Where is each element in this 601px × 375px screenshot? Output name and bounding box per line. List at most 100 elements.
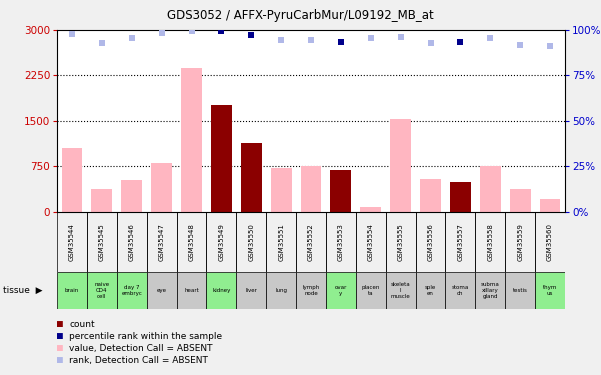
Text: ■: ■ bbox=[57, 332, 63, 341]
Text: GSM35546: GSM35546 bbox=[129, 223, 135, 261]
Text: value, Detection Call = ABSENT: value, Detection Call = ABSENT bbox=[69, 344, 213, 353]
Bar bbox=[207, 212, 236, 272]
Bar bbox=[445, 272, 475, 309]
Bar bbox=[266, 212, 296, 272]
Bar bbox=[386, 212, 415, 272]
Bar bbox=[147, 212, 177, 272]
Point bbox=[127, 36, 136, 42]
Text: GSM35545: GSM35545 bbox=[99, 223, 105, 261]
Point bbox=[67, 31, 77, 37]
Point bbox=[216, 28, 226, 34]
Text: lymph
node: lymph node bbox=[302, 285, 320, 296]
Point bbox=[486, 35, 495, 41]
Point bbox=[157, 30, 166, 36]
Point bbox=[545, 44, 555, 50]
Text: stoma
ch: stoma ch bbox=[452, 285, 469, 296]
Text: brain: brain bbox=[65, 288, 79, 293]
Bar bbox=[181, 68, 202, 212]
Point bbox=[336, 39, 346, 45]
Bar bbox=[415, 212, 445, 272]
Bar bbox=[177, 272, 207, 309]
Bar bbox=[211, 105, 232, 212]
Bar bbox=[326, 272, 356, 309]
Point bbox=[306, 37, 316, 43]
Bar bbox=[296, 272, 326, 309]
Bar bbox=[300, 166, 322, 212]
Bar bbox=[266, 272, 296, 309]
Bar bbox=[505, 212, 535, 272]
Point bbox=[426, 40, 435, 46]
Bar bbox=[420, 179, 441, 212]
Bar bbox=[361, 207, 381, 212]
Text: GSM35550: GSM35550 bbox=[248, 223, 254, 261]
Text: testis: testis bbox=[513, 288, 528, 293]
Text: eye: eye bbox=[157, 288, 166, 293]
Bar bbox=[475, 212, 505, 272]
Bar bbox=[177, 212, 207, 272]
Bar bbox=[61, 148, 82, 212]
Point bbox=[396, 34, 406, 40]
Text: GSM35559: GSM35559 bbox=[517, 223, 523, 261]
Text: placen
ta: placen ta bbox=[362, 285, 380, 296]
Text: GSM35555: GSM35555 bbox=[398, 223, 404, 261]
Bar bbox=[415, 272, 445, 309]
Text: GSM35551: GSM35551 bbox=[278, 223, 284, 261]
Text: ■: ■ bbox=[57, 356, 63, 365]
Text: GSM35554: GSM35554 bbox=[368, 223, 374, 261]
Bar bbox=[87, 212, 117, 272]
Point bbox=[366, 36, 376, 42]
Text: GSM35556: GSM35556 bbox=[427, 223, 433, 261]
Bar bbox=[296, 212, 326, 272]
Bar bbox=[510, 189, 531, 212]
Bar bbox=[121, 180, 142, 212]
Point bbox=[276, 37, 286, 43]
Text: rank, Detection Call = ABSENT: rank, Detection Call = ABSENT bbox=[69, 356, 208, 365]
Text: percentile rank within the sample: percentile rank within the sample bbox=[69, 332, 222, 341]
Bar bbox=[505, 272, 535, 309]
Bar bbox=[91, 189, 112, 212]
Point bbox=[515, 42, 525, 48]
Point bbox=[187, 28, 197, 34]
Bar bbox=[445, 212, 475, 272]
Bar bbox=[475, 272, 505, 309]
Text: sple
en: sple en bbox=[425, 285, 436, 296]
Bar bbox=[236, 212, 266, 272]
Bar bbox=[331, 170, 352, 212]
Text: GSM35558: GSM35558 bbox=[487, 223, 493, 261]
Bar bbox=[207, 272, 236, 309]
Bar bbox=[480, 166, 501, 212]
Point bbox=[456, 39, 465, 45]
Text: liver: liver bbox=[245, 288, 257, 293]
Bar bbox=[241, 143, 261, 212]
Text: GSM35553: GSM35553 bbox=[338, 223, 344, 261]
Bar bbox=[356, 212, 386, 272]
Text: ■: ■ bbox=[57, 344, 63, 353]
Bar bbox=[117, 212, 147, 272]
Text: count: count bbox=[69, 320, 95, 329]
Point bbox=[97, 40, 107, 46]
Bar bbox=[151, 164, 172, 212]
Text: kidney: kidney bbox=[212, 288, 231, 293]
Text: GSM35544: GSM35544 bbox=[69, 223, 75, 261]
Text: GSM35557: GSM35557 bbox=[457, 223, 463, 261]
Text: GSM35549: GSM35549 bbox=[218, 223, 224, 261]
Text: ■: ■ bbox=[57, 320, 63, 329]
Text: skeleta
l
muscle: skeleta l muscle bbox=[391, 282, 410, 299]
Bar bbox=[390, 119, 411, 212]
Bar bbox=[386, 272, 415, 309]
Bar bbox=[57, 212, 87, 272]
Text: naive
CD4
cell: naive CD4 cell bbox=[94, 282, 109, 299]
Bar bbox=[236, 272, 266, 309]
Text: heart: heart bbox=[184, 288, 199, 293]
Text: day 7
embryc: day 7 embryc bbox=[121, 285, 142, 296]
Text: thym
us: thym us bbox=[543, 285, 557, 296]
Bar bbox=[535, 272, 565, 309]
Bar bbox=[147, 272, 177, 309]
Text: tissue  ▶: tissue ▶ bbox=[3, 286, 43, 295]
Bar bbox=[326, 212, 356, 272]
Bar bbox=[450, 182, 471, 212]
Text: lung: lung bbox=[275, 288, 287, 293]
Text: ovar
y: ovar y bbox=[335, 285, 347, 296]
Text: GSM35548: GSM35548 bbox=[189, 223, 195, 261]
Text: GDS3052 / AFFX-PyruCarbMur/L09192_MB_at: GDS3052 / AFFX-PyruCarbMur/L09192_MB_at bbox=[167, 9, 434, 22]
